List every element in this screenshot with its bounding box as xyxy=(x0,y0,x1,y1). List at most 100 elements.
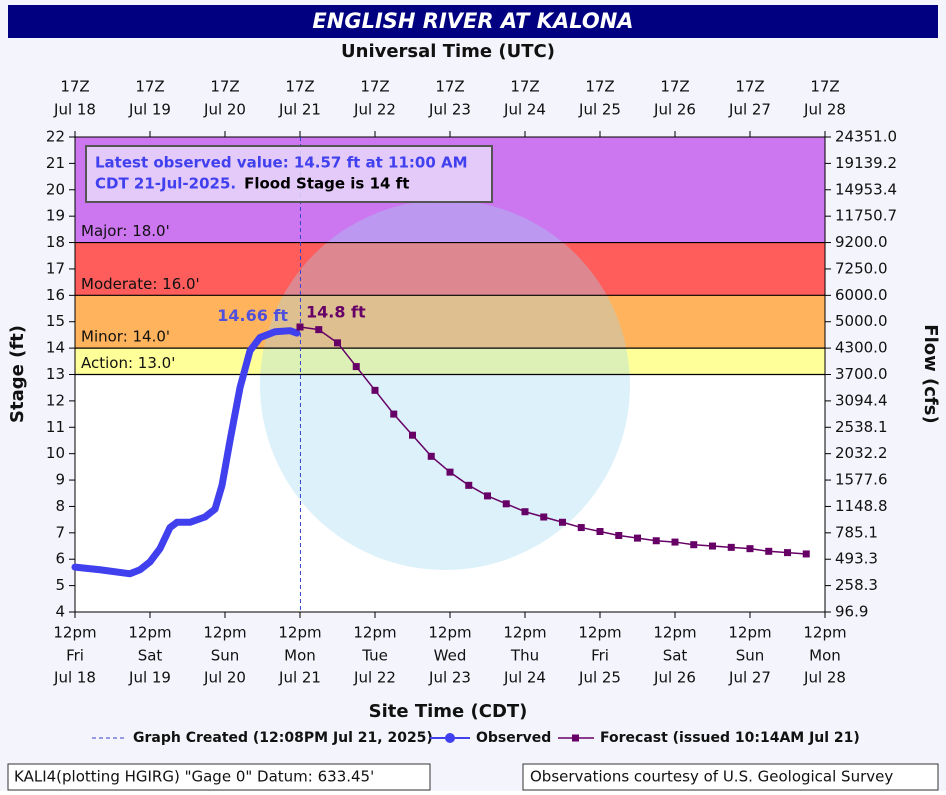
x-tick-label: Mon xyxy=(809,647,841,665)
forecast-point xyxy=(502,500,510,508)
footer-right: Observations courtesy of U.S. Geological… xyxy=(530,768,893,786)
forecast-point xyxy=(746,545,754,553)
flood-label: Minor: 14.0' xyxy=(81,328,170,346)
y2-tick-label: 2538.1 xyxy=(835,418,888,436)
y2-tick-label: 1148.8 xyxy=(835,497,888,515)
value-label: 14.66 ft xyxy=(217,306,288,325)
y2-tick-label: 14953.4 xyxy=(835,180,897,198)
plot-frame xyxy=(74,136,826,613)
x-axis-label: Site Time (CDT) xyxy=(369,701,528,722)
legend-swatch xyxy=(445,733,455,743)
forecast-point xyxy=(709,542,716,550)
x-tick-label: Jul 24 xyxy=(503,669,546,687)
y-tick-label: 16 xyxy=(46,286,65,304)
y-tick-label: 9 xyxy=(55,471,65,489)
forecast-point xyxy=(315,326,323,334)
x2-tick-label: 17Z xyxy=(510,78,539,96)
x-tick-label: Sun xyxy=(211,647,240,665)
forecast-point xyxy=(652,537,660,545)
y-tick-label: 12 xyxy=(46,391,65,409)
forecast-point xyxy=(334,339,341,347)
forecast-point xyxy=(465,481,473,489)
info-box xyxy=(85,145,493,203)
y2-tick-label: 6000.0 xyxy=(835,286,888,304)
x-tick-label: Jul 27 xyxy=(728,669,771,687)
x2-tick-label: Jul 25 xyxy=(578,101,621,119)
flood-band xyxy=(75,348,825,375)
legend-label: Graph Created (12:08PM Jul 21, 2025) xyxy=(133,730,433,746)
x-tick-label: Thu xyxy=(510,647,539,665)
series-line xyxy=(299,326,807,555)
value-label: 14.8 ft xyxy=(306,303,366,322)
y2-tick-label: 3094.4 xyxy=(835,391,888,409)
y2-tick-label: 3700.0 xyxy=(835,365,888,383)
x-tick-label: Sat xyxy=(663,647,688,665)
x-tick-label: Jul 22 xyxy=(353,669,396,687)
x-tick-label: 12pm xyxy=(503,624,546,642)
x-tick-label: Jul 21 xyxy=(278,669,321,687)
x-tick-label: 12pm xyxy=(278,624,321,642)
x2-tick-label: Jul 24 xyxy=(503,101,546,119)
y2-tick-label: 7250.0 xyxy=(835,259,888,277)
y-tick-label: 10 xyxy=(46,444,65,462)
y2-tick-label: 96.9 xyxy=(835,603,868,621)
forecast-point xyxy=(634,534,641,542)
y-axis-label: Stage (ft) xyxy=(7,325,28,423)
x-tick-label: Jul 26 xyxy=(653,669,696,687)
series-line xyxy=(71,327,301,578)
info-text: CDT 21-Jul-2025. xyxy=(95,175,236,193)
x2-tick-label: Jul 21 xyxy=(278,101,321,119)
x2-tick-label: Jul 19 xyxy=(128,101,171,119)
forecast-point xyxy=(446,468,454,476)
forecast-point xyxy=(484,492,491,500)
forecast-point xyxy=(540,513,548,521)
x-tick-label: Mon xyxy=(284,647,316,665)
footer-box xyxy=(7,763,431,791)
y-tick-label: 8 xyxy=(55,497,65,515)
x-tick-label: 12pm xyxy=(128,624,171,642)
x-tick-label: 12pm xyxy=(578,624,621,642)
forecast-point xyxy=(521,508,529,516)
forecast-point xyxy=(559,518,566,526)
x-tick-label: Jul 23 xyxy=(428,669,471,687)
y-tick-label: 18 xyxy=(46,233,65,251)
legend-label: Observed xyxy=(476,730,551,746)
x2-tick-label: 17Z xyxy=(585,78,614,96)
x2-tick-label: 17Z xyxy=(285,78,314,96)
forecast-point xyxy=(596,528,604,536)
forecast-point xyxy=(390,410,398,418)
y2-tick-label: 2032.2 xyxy=(835,444,888,462)
forecast-point xyxy=(296,323,304,331)
forecast-point xyxy=(690,541,698,549)
legend-label: Forecast (issued 10:14AM Jul 21) xyxy=(600,730,860,746)
y-tick-label: 19 xyxy=(46,207,65,225)
x-tick-label: 12pm xyxy=(203,624,246,642)
y2-tick-label: 11750.7 xyxy=(835,207,897,225)
x2-tick-label: 17Z xyxy=(735,78,764,96)
x-tick-label: Wed xyxy=(434,647,467,665)
x2-tick-label: Jul 22 xyxy=(353,101,396,119)
flood-band xyxy=(75,242,825,296)
footer-left: KALI4(plotting HGIRG) "Gage 0" Datum: 63… xyxy=(14,768,374,786)
y2-tick-label: 785.1 xyxy=(835,523,878,541)
y2-tick-label: 24351.0 xyxy=(835,128,897,146)
x2-tick-label: Jul 27 xyxy=(728,101,771,119)
x-tick-label: Tue xyxy=(361,647,388,665)
y-tick-label: 6 xyxy=(55,550,65,568)
y-tick-label: 4 xyxy=(55,603,65,621)
forecast-point xyxy=(352,363,360,371)
forecast-point xyxy=(727,543,735,551)
x-tick-label: Sun xyxy=(736,647,765,665)
forecast-point xyxy=(409,431,416,439)
flood-label: Action: 13.0' xyxy=(81,354,175,372)
footer-box xyxy=(522,763,939,791)
chart-title: ENGLISH RIVER AT KALONA xyxy=(312,9,633,33)
y2-tick-label: 4300.0 xyxy=(835,339,888,357)
x2-tick-label: Jul 18 xyxy=(53,101,96,119)
x2-axis-label: Universal Time (UTC) xyxy=(341,41,555,62)
forecast-point xyxy=(371,386,379,394)
x-tick-label: Jul 18 xyxy=(53,669,96,687)
y-tick-label: 13 xyxy=(46,365,65,383)
x-tick-label: 12pm xyxy=(53,624,96,642)
